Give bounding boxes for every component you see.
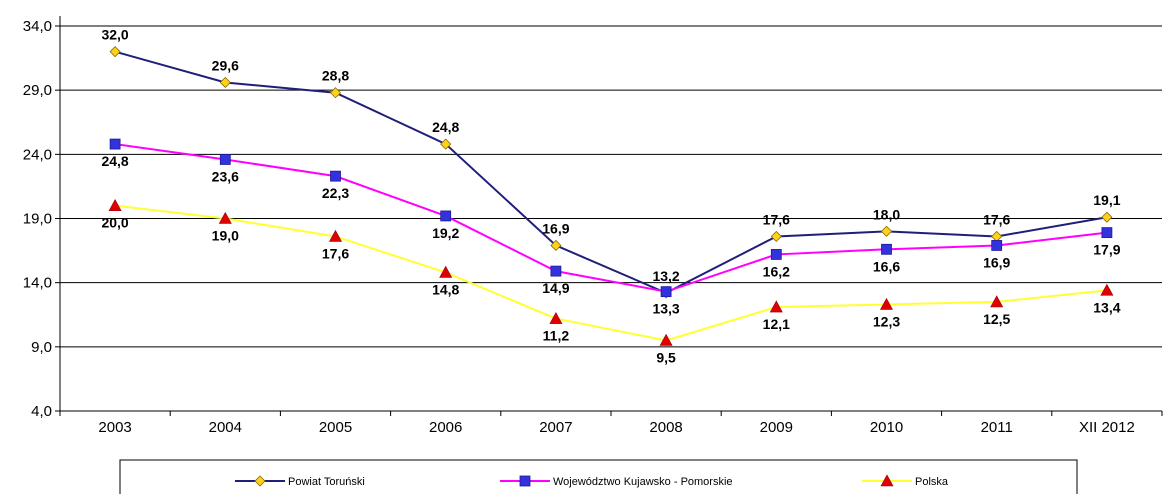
data-point [991,230,1003,243]
x-tick-label: 2003 [98,419,131,436]
legend-swatch-marker [254,475,266,487]
y-tick-label: 19,0 [23,211,52,228]
data-label: 18,0 [873,206,900,222]
data-point [990,295,1004,308]
x-tick-label: 2006 [429,419,462,436]
data-labels: 32,0 29,6 28,8 24,8 16,9 13,2 17,6 18,0 17,6 19,1… [101,27,1120,366]
series-line-2 [114,143,1108,293]
legend: Powiat Toruński Województwo Kujawsko - Po… [119,459,1078,494]
data-point [1101,227,1113,239]
data-label: 13,2 [652,268,679,284]
data-point [770,249,782,260]
data-point [109,138,121,150]
data-point [1100,283,1114,296]
data-label: 20,0 [101,215,128,231]
data-point [549,311,563,324]
y-tick-label: 29,0 [23,82,52,99]
data-point [770,230,782,243]
x-tick-label: 2004 [209,419,242,436]
data-label: 13,4 [1093,299,1120,315]
data-label: 11,2 [543,328,570,344]
data-point [550,239,562,252]
data-label: 17,9 [1093,242,1120,258]
data-point [109,46,121,58]
data-label: 17,6 [322,245,349,261]
legend-entry: Powiat Toruński [288,476,365,488]
data-point [219,76,231,89]
data-label: 16,2 [763,263,790,279]
data-label: 16,9 [983,254,1010,270]
y-tick-label: 34,0 [23,18,52,35]
data-point [880,225,893,237]
y-tick-label: 9,0 [31,339,52,356]
data-point [439,265,453,278]
gridlines [60,25,1162,348]
data-label: 29,6 [212,57,239,73]
y-tick-label: 4,0 [31,403,52,420]
data-label: 12,5 [983,311,1010,327]
legend-swatch-marker [519,475,531,487]
data-label: 23,6 [212,168,239,184]
data-point [218,211,232,224]
y-tick-label: 24,0 [23,146,52,163]
x-tick-label: 2010 [870,419,903,436]
data-label: 14,9 [542,280,569,296]
data-point [879,297,894,310]
legend-swatch-marker [880,474,894,487]
legend-box [119,459,1078,494]
data-point [440,138,452,150]
data-point [991,240,1003,251]
x-tick-label: 2011 [981,419,1013,436]
data-point [219,154,231,165]
data-point [108,199,122,211]
x-tick-label: 2005 [319,419,352,436]
data-label: 22,3 [322,185,349,201]
data-point [1101,211,1113,223]
legend-entry: Województwo Kujawsko - Pomorskie [553,476,733,488]
data-label: 16,9 [542,220,569,236]
data-label: 24,8 [432,119,459,135]
y-tick-label: 14,0 [23,275,52,292]
data-label: 19,2 [432,225,459,241]
x-tick-label: 2008 [649,419,682,436]
data-point [330,170,341,182]
data-label: 13,3 [652,301,679,317]
x-tick-label: XII 2012 [1079,419,1135,436]
data-label: 9,5 [656,349,676,365]
data-label: 28,8 [322,68,349,84]
data-point [329,87,342,99]
data-point [659,333,673,346]
data-label: 24,8 [101,153,128,169]
data-label: 19,0 [212,228,239,244]
x-tick-label: 2007 [539,419,572,436]
data-point [328,229,343,242]
data-label: 17,6 [763,211,790,227]
data-point [440,210,452,222]
legend-entry: Polska [915,476,949,488]
axes: 4,0 9,0 14,0 19,0 24,0 29,0 34,0 2003 2004 2005 20… [23,16,1163,436]
data-label: 17,6 [983,211,1010,227]
series-lines [108,46,1114,346]
x-tick-label: 2009 [760,419,793,436]
data-label: 32,0 [101,27,128,43]
data-label: 19,1 [1093,192,1120,208]
data-label: 16,6 [873,258,900,274]
data-label: 14,8 [432,281,459,297]
data-point [881,243,892,255]
series-line-1 [114,50,1108,295]
series-line-3 [114,204,1108,342]
data-point [550,265,562,277]
data-point [769,300,783,313]
data-label: 12,3 [873,313,900,329]
data-label: 12,1 [763,316,790,332]
data-point [660,286,672,298]
